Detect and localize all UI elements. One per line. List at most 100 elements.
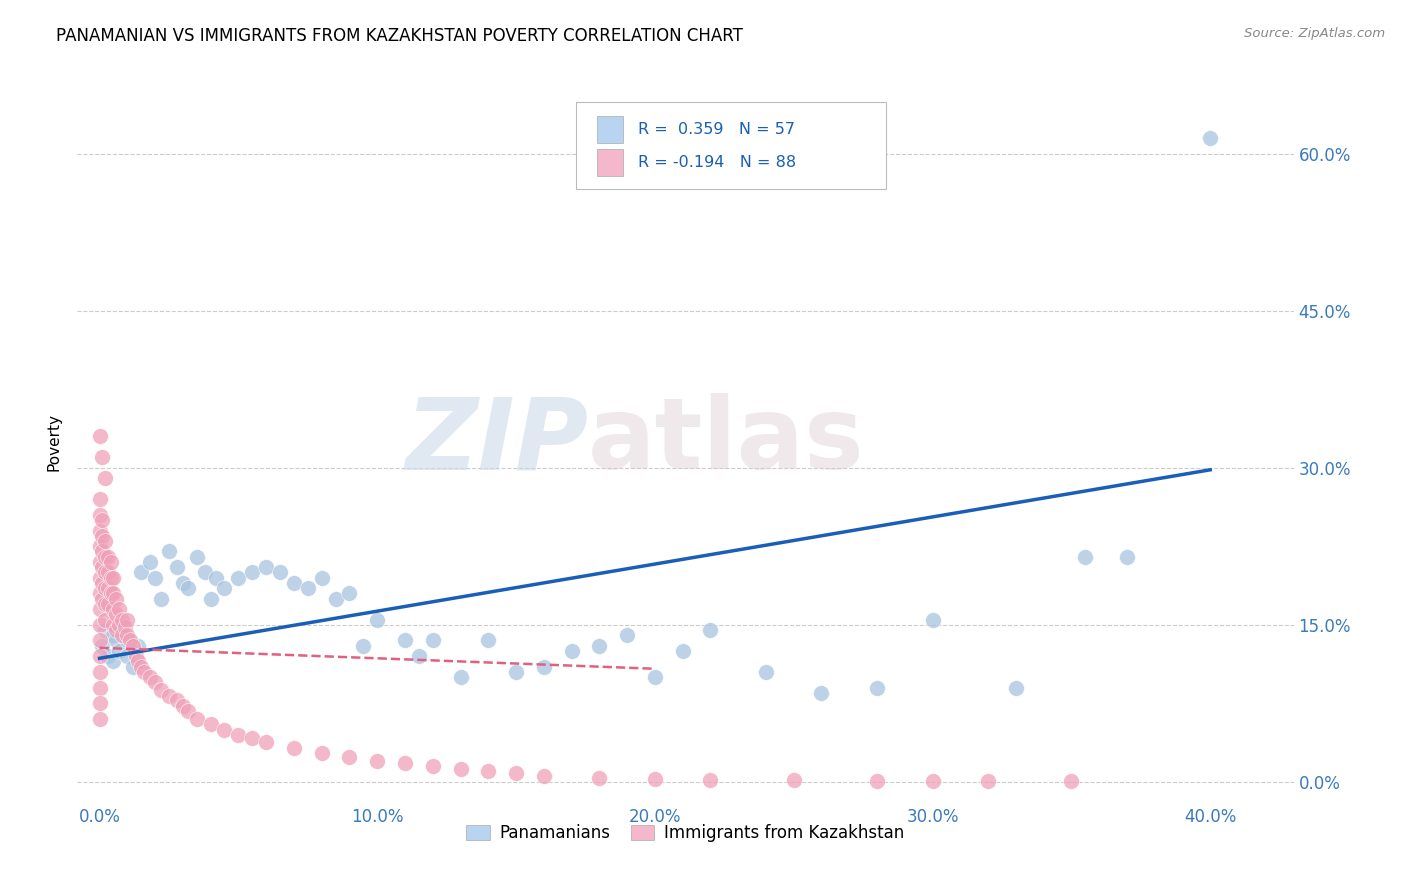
Point xyxy=(132,665,155,679)
Point xyxy=(89,492,111,507)
Point xyxy=(422,633,444,648)
Point xyxy=(214,581,236,595)
Point xyxy=(588,639,610,653)
Point xyxy=(97,566,120,580)
Point xyxy=(1005,681,1028,695)
Point xyxy=(157,689,180,703)
Point xyxy=(977,773,1000,788)
Point xyxy=(177,581,200,595)
Point xyxy=(1074,549,1097,564)
Point xyxy=(127,655,149,669)
Text: ZIP: ZIP xyxy=(405,393,588,490)
Point xyxy=(505,665,527,679)
Point xyxy=(94,471,117,485)
Point xyxy=(97,649,120,664)
Point xyxy=(157,544,180,558)
Point xyxy=(205,571,228,585)
Point xyxy=(149,591,172,606)
Point xyxy=(89,665,111,679)
Point xyxy=(94,549,117,564)
Point xyxy=(89,617,111,632)
Point xyxy=(616,628,638,642)
Point xyxy=(124,649,146,664)
Text: R = -0.194   N = 88: R = -0.194 N = 88 xyxy=(638,155,796,170)
Point xyxy=(533,659,555,673)
Point xyxy=(699,772,721,787)
Point xyxy=(254,735,277,749)
Point xyxy=(91,575,114,590)
FancyBboxPatch shape xyxy=(596,149,623,177)
Point xyxy=(89,508,111,522)
Point xyxy=(89,429,111,443)
Point xyxy=(200,717,222,731)
Point xyxy=(297,581,319,595)
Point xyxy=(394,756,416,770)
Point xyxy=(94,566,117,580)
Point xyxy=(127,639,149,653)
Point xyxy=(166,560,188,574)
Point xyxy=(672,644,695,658)
Point xyxy=(100,586,122,600)
Point xyxy=(103,571,125,585)
Point xyxy=(477,633,499,648)
Point xyxy=(588,771,610,785)
FancyBboxPatch shape xyxy=(596,116,623,143)
Point xyxy=(228,571,250,585)
Point xyxy=(94,581,117,595)
Point xyxy=(921,773,943,788)
Point xyxy=(91,529,114,543)
Point xyxy=(450,670,472,684)
Point xyxy=(186,549,208,564)
Point xyxy=(94,534,117,549)
Point xyxy=(561,644,583,658)
Point xyxy=(366,754,388,768)
Point xyxy=(194,566,217,580)
Point xyxy=(108,617,131,632)
Legend: Panamanians, Immigrants from Kazakhstan: Panamanians, Immigrants from Kazakhstan xyxy=(460,817,911,848)
Text: R =  0.359   N = 57: R = 0.359 N = 57 xyxy=(638,122,794,136)
Point xyxy=(91,450,114,465)
Text: PANAMANIAN VS IMMIGRANTS FROM KAZAKHSTAN POVERTY CORRELATION CHART: PANAMANIAN VS IMMIGRANTS FROM KAZAKHSTAN… xyxy=(56,27,744,45)
Point xyxy=(129,659,152,673)
Point xyxy=(755,665,778,679)
Point xyxy=(91,513,114,527)
Point xyxy=(149,682,172,697)
Point xyxy=(97,581,120,595)
Point xyxy=(103,586,125,600)
Point xyxy=(783,772,806,787)
Point xyxy=(214,723,236,737)
Point xyxy=(117,649,139,664)
Point xyxy=(339,749,361,764)
Point xyxy=(89,602,111,616)
Point xyxy=(103,617,125,632)
Point xyxy=(105,623,128,637)
Point xyxy=(283,741,305,756)
Point xyxy=(121,659,143,673)
Point xyxy=(89,696,111,710)
Point xyxy=(366,613,388,627)
Point xyxy=(477,764,499,779)
Point xyxy=(91,544,114,558)
Point xyxy=(105,591,128,606)
Point xyxy=(422,759,444,773)
Point xyxy=(866,773,889,788)
Point xyxy=(138,670,160,684)
Point xyxy=(89,524,111,538)
Point xyxy=(810,686,832,700)
Point xyxy=(311,746,333,760)
Point xyxy=(921,613,943,627)
Point xyxy=(105,633,128,648)
Point xyxy=(89,539,111,553)
Point xyxy=(644,772,666,786)
Point xyxy=(91,591,114,606)
Point xyxy=(166,693,188,707)
Point xyxy=(121,639,143,653)
Point xyxy=(186,712,208,726)
Point xyxy=(108,602,131,616)
Point xyxy=(408,649,430,664)
Point xyxy=(103,602,125,616)
Point xyxy=(94,597,117,611)
Point xyxy=(505,766,527,780)
Point xyxy=(91,639,114,653)
Point xyxy=(89,681,111,695)
